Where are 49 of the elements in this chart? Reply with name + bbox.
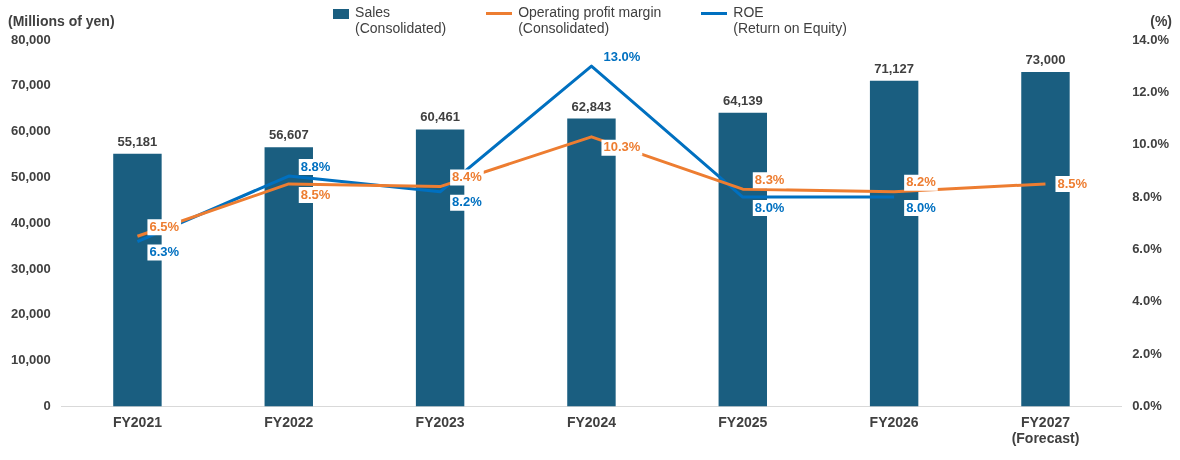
data-label: 8.3% xyxy=(754,171,785,187)
data-label: 60,461 xyxy=(420,109,460,125)
data-label: 8.5% xyxy=(300,186,331,202)
x-tick-label: FY2023 xyxy=(415,413,465,430)
y2-tick-label: 0.0% xyxy=(1132,397,1163,413)
y-tick-label: 60,000 xyxy=(11,123,51,139)
y-tick-label: 80,000 xyxy=(11,31,51,47)
y2-tick-label: 10.0% xyxy=(1132,136,1170,152)
data-label: 73,000 xyxy=(1025,52,1066,68)
y-tick-label: 0 xyxy=(43,397,51,413)
y-tick-label: 40,000 xyxy=(11,214,51,230)
legend-label: ROE (Return on Equity) xyxy=(733,4,847,36)
data-label: 8.5% xyxy=(1057,175,1088,191)
x-tick-label: FY2025 xyxy=(718,413,768,430)
data-label: 8.4% xyxy=(452,169,483,185)
data-label: 8.2% xyxy=(452,194,483,210)
data-label: 71,127 xyxy=(874,60,915,76)
y-tick-label: 20,000 xyxy=(11,306,51,322)
y2-axis-title: (%) xyxy=(1150,13,1172,29)
data-label: 8.8% xyxy=(300,158,331,174)
y2-tick-label: 4.0% xyxy=(1132,293,1163,309)
data-label: 62,843 xyxy=(571,98,612,114)
x-tick-label: FY2024 xyxy=(566,413,617,430)
y-tick-label: 70,000 xyxy=(11,77,51,93)
data-label: 8.2% xyxy=(906,174,937,190)
x-tick-label: FY2026 xyxy=(869,413,919,430)
data-label: 13.0% xyxy=(603,48,641,64)
data-label: 8.0% xyxy=(754,199,785,215)
y-tick-label: 30,000 xyxy=(11,260,51,276)
y2-tick-label: 2.0% xyxy=(1132,345,1163,361)
data-label: 55,181 xyxy=(117,133,158,149)
legend-label: Operating profit margin (Consolidated) xyxy=(518,4,662,36)
data-label: 64,139 xyxy=(722,92,763,108)
y-tick-label: 10,000 xyxy=(11,352,51,368)
x-tick-label: FY2022 xyxy=(264,413,314,430)
x-tick-label: FY2027 (Forecast) xyxy=(1011,413,1080,447)
x-tick-label: FY2021 xyxy=(112,413,163,430)
data-label: 6.5% xyxy=(149,218,180,234)
y-tick-label: 50,000 xyxy=(11,168,51,184)
legend-label: Sales (Consolidated) xyxy=(355,4,447,36)
data-label: 6.3% xyxy=(149,244,180,260)
data-label: 10.3% xyxy=(603,139,641,155)
data-label: 56,607 xyxy=(268,127,309,143)
y2-tick-label: 8.0% xyxy=(1132,188,1163,204)
y2-tick-label: 6.0% xyxy=(1132,240,1163,256)
y2-tick-label: 14.0% xyxy=(1132,31,1170,47)
y2-tick-label: 12.0% xyxy=(1132,83,1170,99)
y-axis-title: (Millions of yen) xyxy=(8,13,115,29)
data-label: 8.0% xyxy=(906,199,937,215)
